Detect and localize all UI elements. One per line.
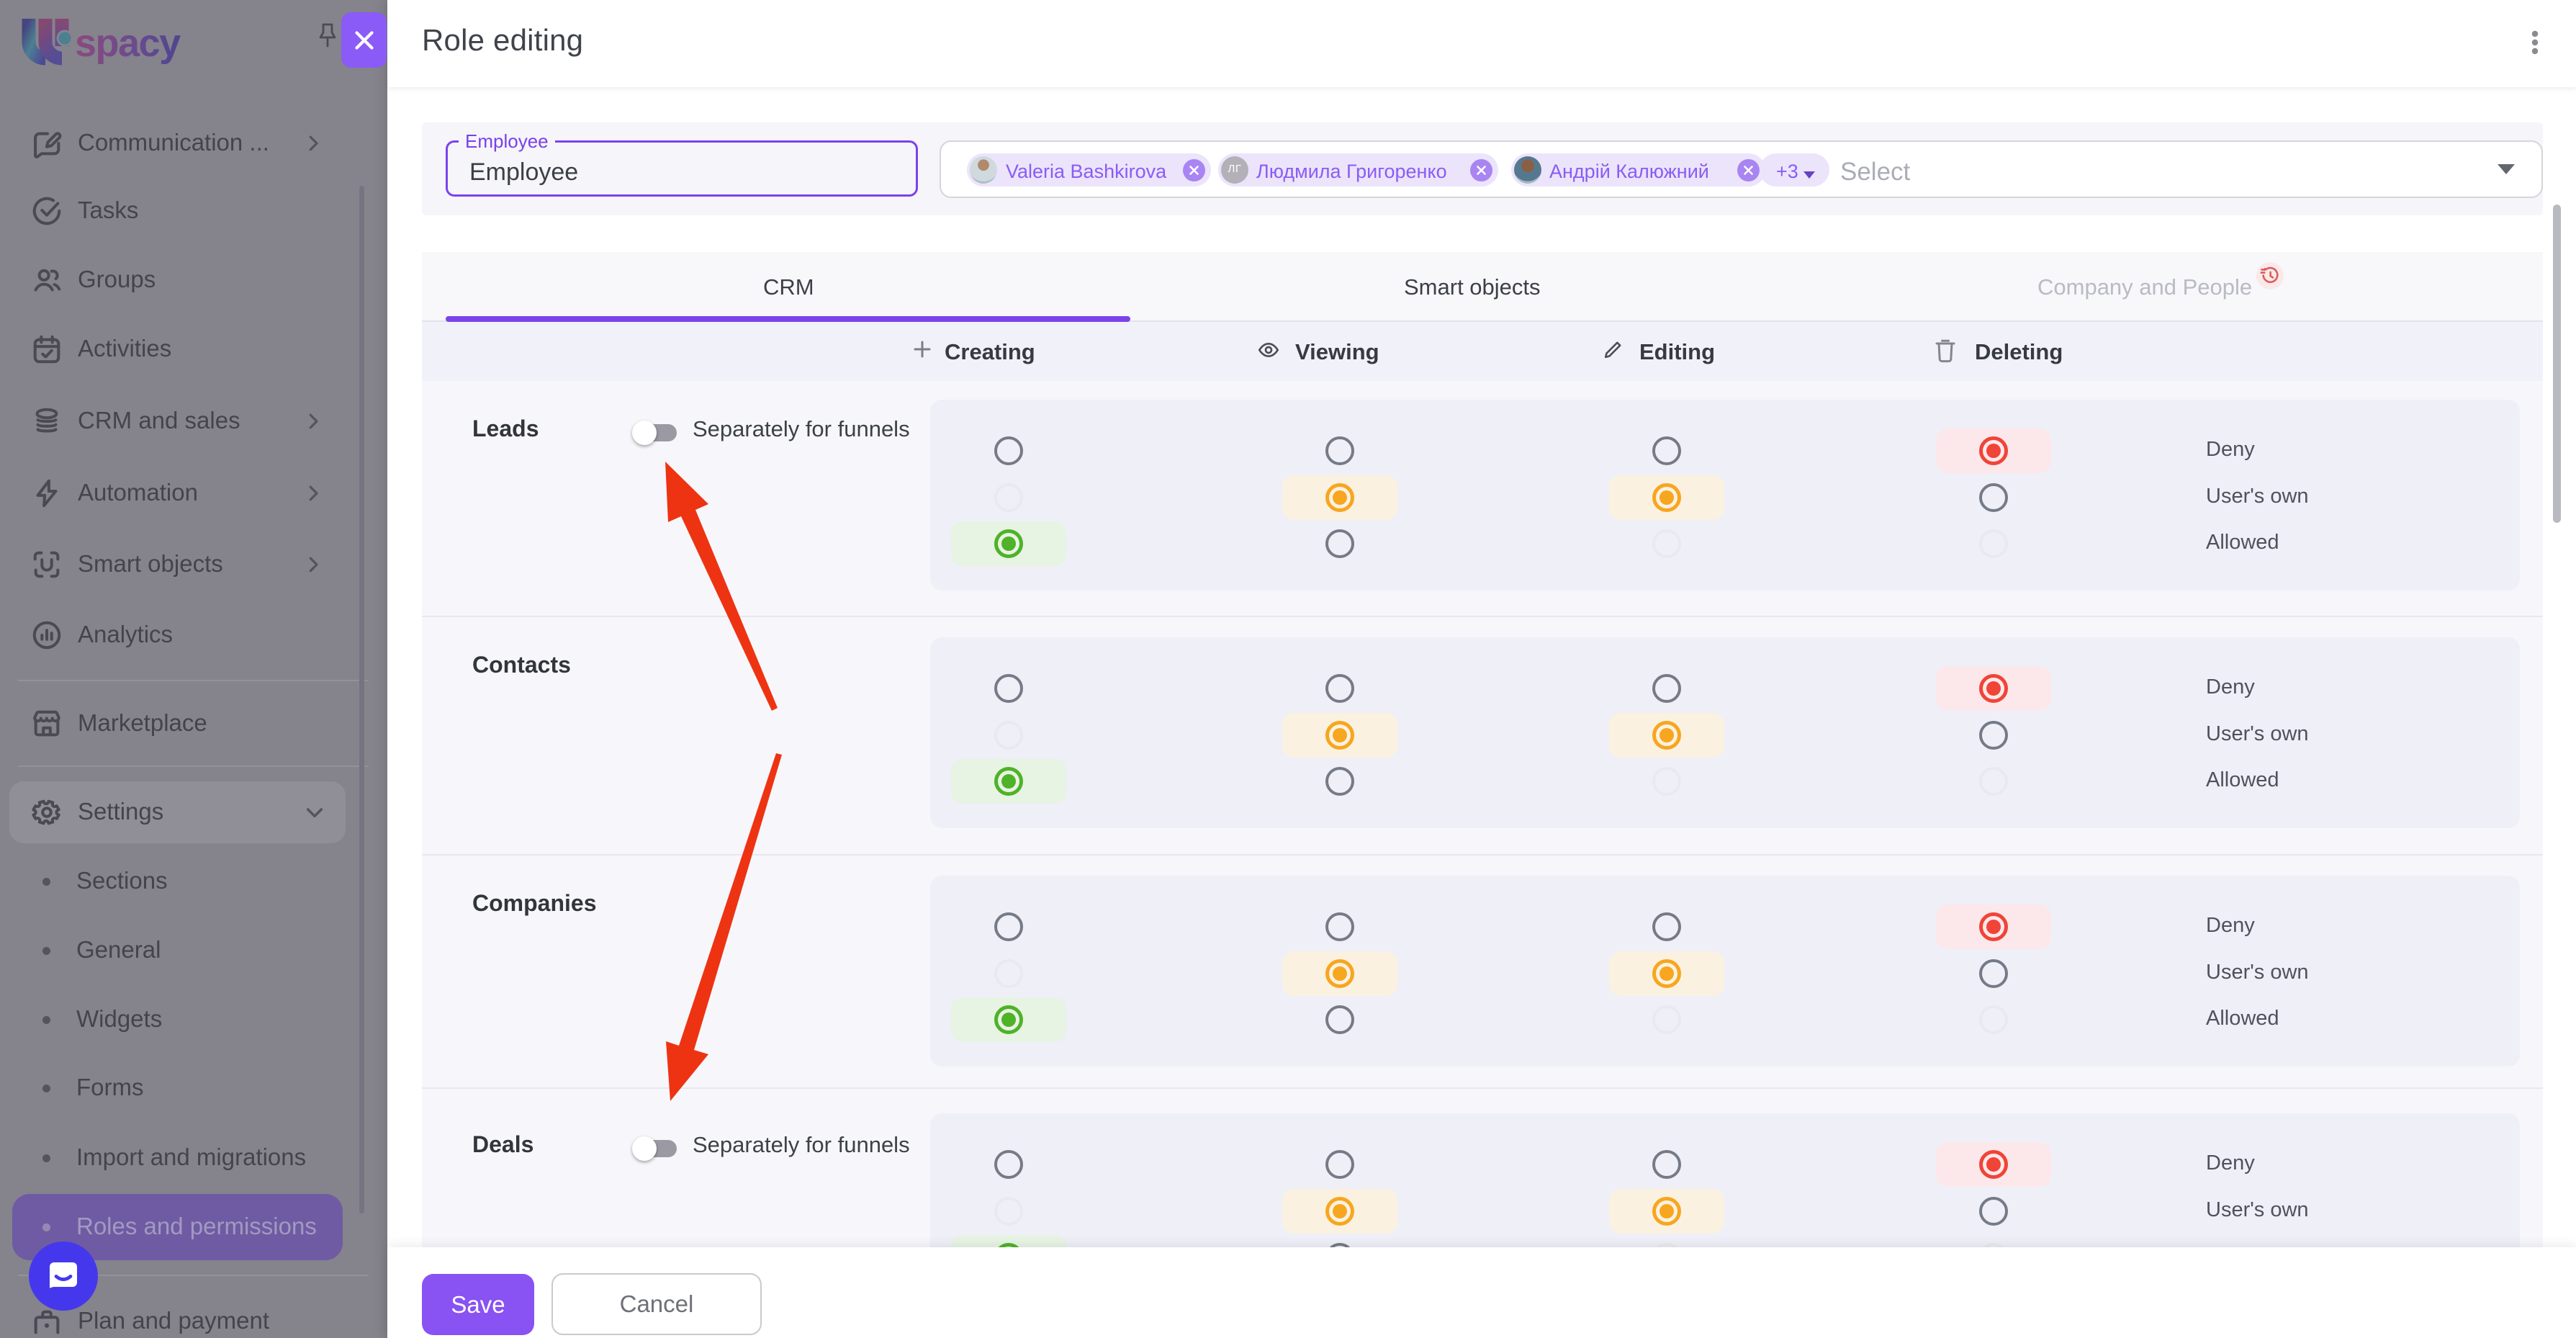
svg-text:spacy: spacy bbox=[75, 22, 181, 65]
